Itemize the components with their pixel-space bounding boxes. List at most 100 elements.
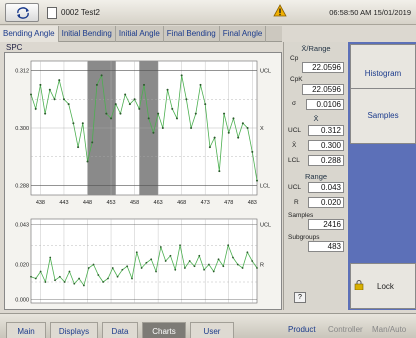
- x-tick-label: 438: [36, 200, 45, 206]
- tab-bending-angle[interactable]: Bending Angle: [0, 26, 59, 42]
- data-point: [246, 127, 249, 129]
- range-data-point: [87, 267, 90, 269]
- data-point: [152, 131, 155, 134]
- data-point: [48, 88, 51, 91]
- range-data-point: [49, 256, 52, 259]
- limit-label: R: [260, 263, 264, 269]
- xbar-title: X̄: [313, 114, 319, 123]
- spc-chart: 438 443 448 453 458 463 468 473 478 483 0.312 0.300…: [15, 60, 271, 304]
- range-data-point: [126, 265, 129, 268]
- range-data-point: [82, 284, 85, 287]
- subgroups-label: Subgroups: [288, 234, 320, 241]
- data-point: [208, 146, 211, 149]
- samples-label: Samples: [288, 212, 314, 219]
- tab-charts[interactable]: Charts: [142, 322, 186, 338]
- data-point: [223, 112, 226, 115]
- data-point: [124, 93, 127, 96]
- tab-data[interactable]: Data: [102, 322, 138, 338]
- y-tick-label: 0.000: [15, 298, 29, 304]
- x-tick-label: 463: [154, 200, 163, 206]
- range-r-value: 0.020: [308, 197, 344, 208]
- range-data-point: [203, 268, 206, 271]
- y-tick-label: 0.043: [15, 222, 29, 228]
- data-point: [72, 122, 75, 125]
- range-ucl-value: 0.043: [308, 182, 344, 193]
- cp-label: Cp: [290, 55, 299, 62]
- data-point: [218, 170, 221, 173]
- cpk-label: CpK: [290, 76, 303, 83]
- range-data-point: [145, 261, 148, 264]
- data-point: [143, 83, 145, 86]
- range-data-point: [169, 254, 172, 257]
- lower-plot-frame: [30, 218, 258, 304]
- samples-value: 2416: [308, 219, 344, 230]
- limit-label: LCL: [260, 183, 270, 189]
- data-point: [58, 79, 61, 82]
- x-tick-label: 453: [106, 200, 115, 206]
- x-tick-label: 443: [59, 200, 68, 206]
- spc-chart-area: 438 443 448 453 458 463 468 473 478 483 0.312 0.300…: [4, 52, 282, 310]
- sigma-label: σ: [292, 100, 297, 107]
- range-data-point: [251, 260, 254, 262]
- data-point: [199, 83, 202, 86]
- ucl-value: 0.312: [308, 125, 344, 136]
- cp-value: 22.0596: [302, 62, 344, 73]
- range-data-point: [217, 258, 220, 261]
- mode-product[interactable]: Product: [288, 325, 316, 334]
- limit-label: UCL: [260, 69, 271, 75]
- range-data-point: [164, 260, 167, 262]
- station-checkbox[interactable]: [47, 6, 57, 19]
- range-data-point: [212, 270, 215, 273]
- datetime-display: 06:58:50 AM 15/01/2019: [329, 8, 411, 17]
- tab-initial-bending[interactable]: Initial Bending: [59, 26, 116, 42]
- data-point: [251, 150, 254, 153]
- lock-icon: [354, 280, 364, 290]
- data-point: [44, 112, 47, 115]
- data-point: [227, 131, 230, 134]
- bottom-bar: Main Displays Data Charts User Product C…: [0, 313, 416, 338]
- mode-controller[interactable]: Controller: [328, 325, 363, 334]
- help-button[interactable]: ?: [294, 292, 306, 303]
- lock-button[interactable]: Lock: [350, 263, 416, 309]
- y-tick-label: 0.312: [15, 69, 29, 75]
- data-point: [204, 103, 207, 106]
- data-point: [232, 117, 235, 120]
- range-data-point: [44, 281, 47, 283]
- tab-final-angle[interactable]: Final Angle: [220, 26, 267, 42]
- range-data-point: [68, 270, 71, 273]
- data-point: [157, 112, 160, 115]
- range-ucl-label: UCL: [288, 184, 302, 191]
- mode-man-auto[interactable]: Man/Auto: [372, 325, 407, 334]
- data-point: [114, 103, 117, 106]
- data-point: [81, 122, 84, 125]
- range-data-point: [227, 244, 230, 247]
- subgroups-value: 483: [308, 241, 344, 252]
- station-selector[interactable]: 0002 Test2: [47, 4, 267, 21]
- tab-user[interactable]: User: [190, 322, 234, 338]
- data-point: [62, 98, 65, 101]
- data-point: [30, 93, 32, 96]
- range-data-point: [102, 281, 105, 283]
- range-data-point: [73, 282, 76, 285]
- data-point: [53, 98, 56, 101]
- refresh-button[interactable]: [5, 3, 39, 22]
- range-r-label: R: [294, 199, 299, 206]
- limit-label: UCL: [260, 222, 271, 228]
- warning-icon[interactable]: [273, 4, 287, 18]
- range-data-point: [30, 275, 32, 278]
- data-point: [110, 117, 113, 120]
- limit-label: X: [260, 126, 264, 132]
- tab-final-bending[interactable]: Final Bending: [164, 26, 220, 42]
- tab-main[interactable]: Main: [6, 322, 46, 338]
- lcl-value: 0.288: [308, 155, 344, 166]
- range-data-point: [131, 277, 133, 280]
- range-data-point: [140, 267, 143, 269]
- ucl-label: UCL: [288, 127, 302, 134]
- data-point: [95, 83, 98, 86]
- tab-displays[interactable]: Displays: [50, 322, 98, 338]
- data-point: [91, 141, 94, 144]
- samples-button[interactable]: Samples: [350, 88, 416, 144]
- data-point: [256, 179, 258, 182]
- tab-initial-angle[interactable]: Initial Angle: [116, 26, 164, 42]
- range-data-point: [107, 277, 109, 280]
